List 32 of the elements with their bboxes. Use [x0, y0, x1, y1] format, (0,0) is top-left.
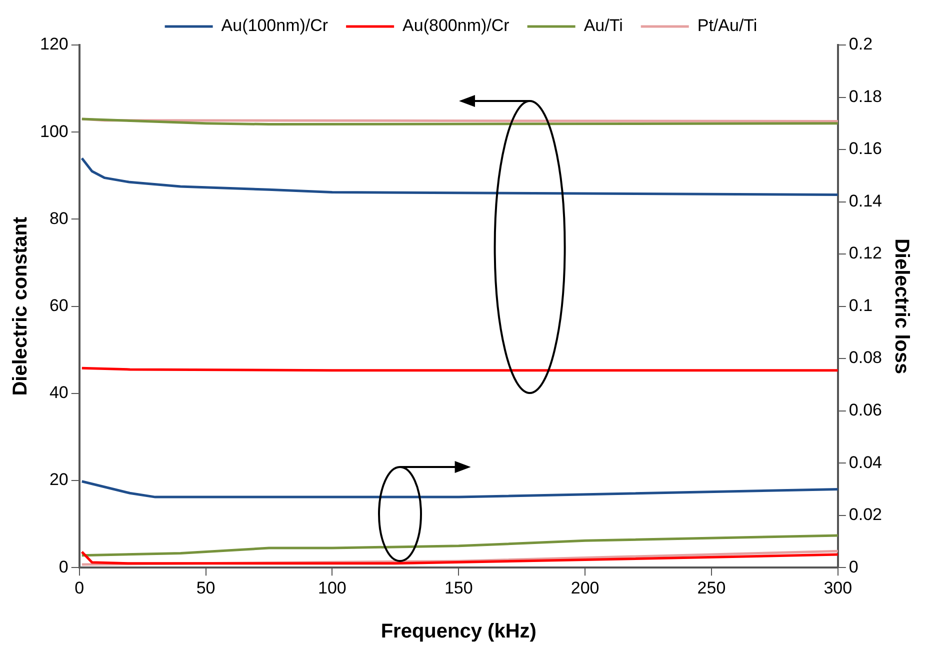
y2-tick-label: 0.16: [848, 139, 882, 158]
y-tick-label: 20: [49, 470, 68, 490]
y2-tick-label: 0.1: [848, 296, 873, 315]
y-tick-label: 40: [49, 383, 68, 402]
x-tick-label: 100: [318, 578, 346, 598]
y2-tick-label: 0.08: [848, 348, 882, 368]
x-tick-label: 150: [444, 578, 473, 598]
y-tick-label: 120: [40, 34, 68, 54]
y2-tick-label: 0.02: [848, 505, 882, 524]
x-tick-label: 300: [824, 578, 852, 598]
x-tick-label: 50: [196, 578, 216, 598]
y-tick-label: 80: [49, 208, 68, 228]
y-tick-label: 60: [49, 296, 68, 315]
x-axis-title: Frequency (kHz): [380, 620, 536, 643]
y-axis-title: Dielectric constant: [10, 216, 32, 396]
y-tick-label: 0: [58, 557, 68, 576]
legend-label: Pt/Au/Ti: [697, 16, 758, 36]
y2-tick-label: 0.06: [848, 400, 882, 420]
y2-tick-label: 0.2: [848, 34, 873, 54]
y2-axis-title: Dielectric loss: [890, 238, 912, 374]
y2-tick-label: 0.04: [848, 452, 882, 472]
legend-label: Au(800nm)/Cr: [402, 16, 510, 36]
y2-tick-label: 0: [848, 557, 858, 576]
y2-tick-label: 0.12: [848, 244, 882, 263]
x-tick-label: 0: [74, 578, 84, 598]
y2-tick-label: 0.18: [848, 86, 882, 106]
y-tick-label: 100: [40, 122, 68, 141]
x-tick-label: 200: [570, 578, 600, 598]
x-tick-label: 250: [697, 578, 726, 598]
y2-tick-label: 0.14: [848, 191, 882, 210]
legend-label: Au/Ti: [584, 16, 623, 36]
legend-label: Au(100nm)/Cr: [221, 16, 328, 36]
